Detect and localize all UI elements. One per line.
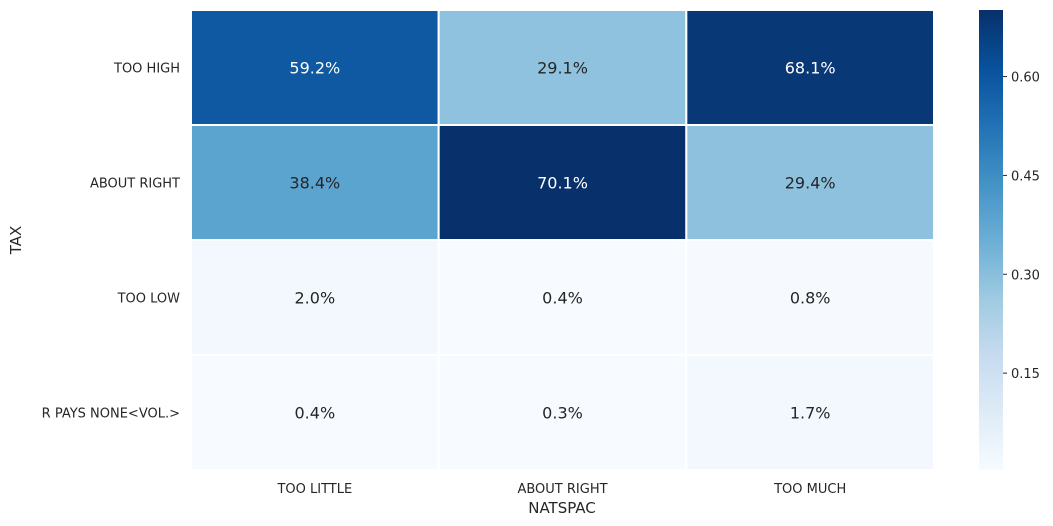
- heatmap-cell: [190, 9, 440, 126]
- cell-labels: 59.2% 29.1% 68.1% 38.4% 70.1% 29.4% 2.0% 0.4% 0.…: [289, 59, 835, 423]
- colorbar-ticks: 0.15 0.30 0.45 0.60: [1003, 71, 1040, 382]
- heatmap-cell: [685, 9, 935, 126]
- y-axis-label: TAX: [7, 226, 25, 256]
- y-tick-label: ABOUT RIGHT: [90, 177, 180, 192]
- heatmap-cell: [437, 239, 688, 356]
- colorbar: [979, 10, 1003, 470]
- colorbar-tick-label: 0.60: [1011, 71, 1040, 86]
- cell-label: 0.8%: [790, 289, 831, 308]
- heatmap-cell: [190, 124, 440, 241]
- heatmap-cell: [190, 354, 440, 471]
- cell-label: 38.4%: [289, 174, 340, 193]
- x-tick-labels: TOO LITTLE ABOUT RIGHT TOO MUCH: [276, 482, 846, 497]
- cell-label: 1.7%: [790, 404, 831, 423]
- colorbar-tick-label: 0.45: [1011, 169, 1040, 184]
- cell-label: 59.2%: [289, 59, 340, 78]
- cell-label: 29.1%: [537, 59, 588, 78]
- heatmap-cell: [437, 9, 688, 126]
- heatmap-cell: [437, 124, 688, 241]
- cell-label: 68.1%: [785, 59, 836, 78]
- cell-label: 2.0%: [295, 289, 336, 308]
- cell-label: 70.1%: [537, 174, 588, 193]
- x-tick-label: TOO LITTLE: [276, 482, 352, 497]
- y-tick-label: TOO LOW: [117, 292, 181, 307]
- heatmap-cell: [685, 354, 935, 471]
- x-tick-label: ABOUT RIGHT: [517, 482, 607, 497]
- x-tick-label: TOO MUCH: [773, 482, 846, 497]
- colorbar-tick-label: 0.30: [1011, 268, 1040, 283]
- heatmap-cell: [685, 124, 935, 241]
- colorbar-tick-label: 0.15: [1011, 367, 1040, 382]
- y-tick-label: R PAYS NONE<VOL.>: [42, 407, 180, 422]
- cell-label: 29.4%: [785, 174, 836, 193]
- heatmap-cells: [190, 9, 935, 471]
- cell-label: 0.4%: [542, 289, 583, 308]
- cell-label: 0.3%: [542, 404, 583, 423]
- y-tick-labels: TOO HIGH ABOUT RIGHT TOO LOW R PAYS NONE<VO…: [42, 62, 180, 422]
- y-tick-label: TOO HIGH: [113, 62, 180, 77]
- x-axis-label: NATSPAC: [528, 499, 596, 517]
- cell-label: 0.4%: [295, 404, 336, 423]
